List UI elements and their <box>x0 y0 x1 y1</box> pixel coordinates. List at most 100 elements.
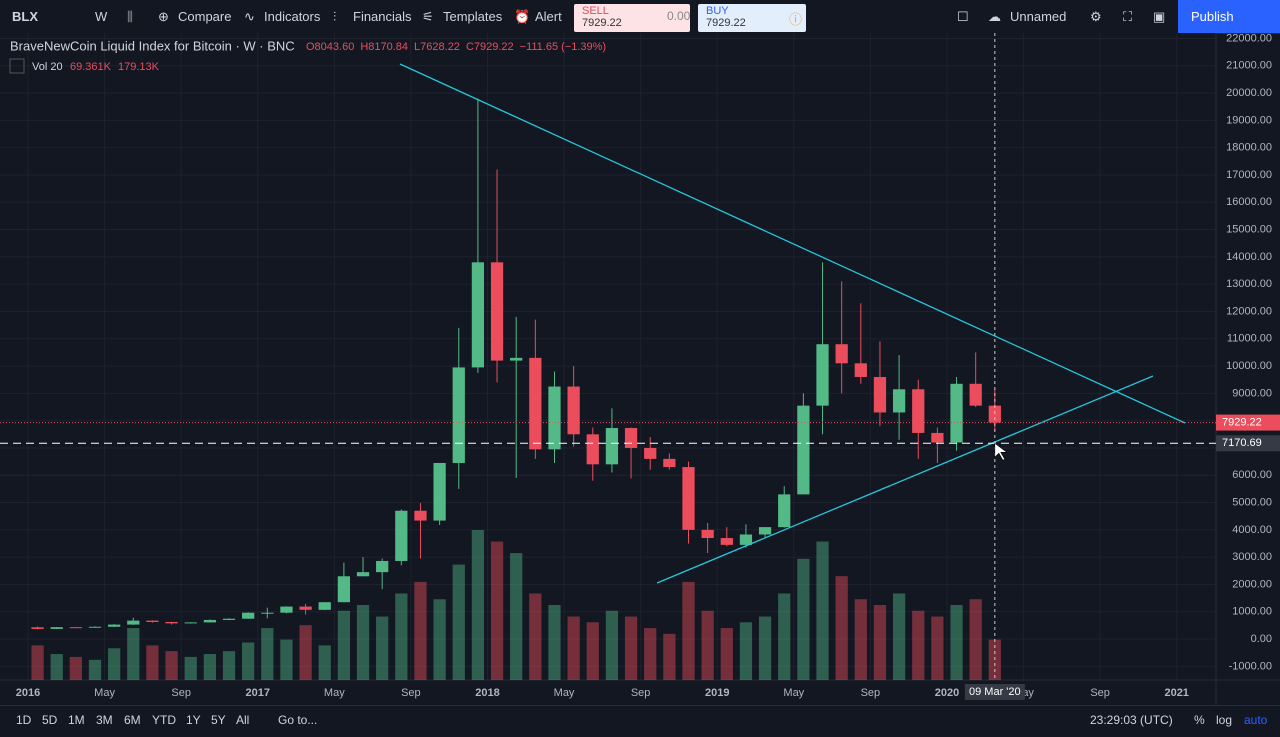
y-tick-label: 14000.00 <box>1226 251 1272 263</box>
range-button[interactable]: 3M <box>96 713 113 727</box>
sell-label: SELL <box>582 5 609 17</box>
ohlc-value: O8043.60 <box>306 41 354 53</box>
ohlc-value: −111.65 (−1.39%) <box>520 41 606 53</box>
candle-body <box>586 434 599 465</box>
volume-bar <box>395 593 408 680</box>
compare[interactable]: Compare <box>178 9 232 24</box>
financials[interactable]: Financials <box>353 9 412 24</box>
volume-bar <box>108 648 121 680</box>
volume-bar <box>605 610 619 680</box>
volume-bar <box>203 654 216 680</box>
candle-body <box>548 386 561 450</box>
x-tick-label: 2016 <box>16 687 40 699</box>
interval[interactable]: W <box>95 9 108 24</box>
volume-bar <box>797 558 810 680</box>
volume-bar <box>242 642 255 680</box>
vol-name: Vol 20 <box>32 61 63 73</box>
candle-body <box>280 606 293 613</box>
snapshot-icon[interactable]: ▣ <box>1153 9 1166 24</box>
volume-bar <box>433 599 446 680</box>
alert-icon: ⏰ <box>514 9 531 24</box>
volume-bar <box>739 622 753 680</box>
fullscreen-icon[interactable]: ⛶ <box>1123 9 1133 24</box>
candle-body <box>854 363 867 377</box>
volume-bar <box>950 605 963 680</box>
y-tick-label: 1000.00 <box>1232 606 1272 618</box>
candle-body <box>624 428 638 448</box>
volume-bar <box>912 610 925 680</box>
scale-option[interactable]: auto <box>1244 713 1268 727</box>
candle-body <box>261 612 274 614</box>
range-button[interactable]: 1D <box>16 713 32 727</box>
info-icon[interactable]: ⓘ <box>789 12 803 27</box>
candle-body <box>433 462 446 521</box>
candle-body <box>605 428 619 465</box>
scale-option[interactable]: log <box>1216 713 1233 727</box>
crosshair-date-box <box>964 684 1025 700</box>
y-tick-label: 4000.00 <box>1232 524 1272 536</box>
volume-bar <box>816 541 829 680</box>
y-tick-label: 22000.00 <box>1226 33 1272 44</box>
volume-bar <box>854 599 867 680</box>
legend-collapse[interactable] <box>9 58 25 74</box>
cloud-icon: ☁ <box>988 9 1001 24</box>
layout-name[interactable]: Unnamed <box>1010 9 1067 24</box>
volume-bar <box>490 541 504 680</box>
templates[interactable]: Templates <box>443 9 503 24</box>
range-button[interactable]: YTD <box>152 713 176 727</box>
sell-price: 7929.22 <box>582 17 622 29</box>
y-tick-label: 9000.00 <box>1232 387 1272 399</box>
y-tick-label: 6000.00 <box>1232 469 1272 481</box>
candle-body <box>510 357 523 361</box>
x-tick-label: 2019 <box>705 687 729 699</box>
legend-ohlc: O8043.60 H8170.84 L7628.22 C7929.22 −111.65 … <box>306 41 606 53</box>
candle-body <box>31 627 44 629</box>
candle-body <box>356 572 370 577</box>
volume-bar <box>356 605 370 680</box>
indicators-icon: ∿ <box>244 9 255 24</box>
alert[interactable]: Alert <box>535 9 562 24</box>
y-tick-label: 15000.00 <box>1226 223 1272 235</box>
x-tick-label: Sep <box>401 687 421 699</box>
range-button[interactable]: 1M <box>68 713 85 727</box>
volume-bar <box>586 622 599 680</box>
volume-bar <box>471 530 485 680</box>
candles <box>31 98 1001 630</box>
volume-bar <box>720 628 733 680</box>
volume-bar <box>701 610 714 680</box>
candle-body <box>490 262 504 361</box>
scale-option[interactable]: % <box>1194 713 1205 727</box>
symbol[interactable]: BLX <box>12 9 38 24</box>
sell-button[interactable]: SELL 7929.22 <box>574 4 690 32</box>
range-button[interactable]: 5Y <box>211 713 226 727</box>
settings-icon[interactable]: ⚙ <box>1090 9 1102 24</box>
candle-body <box>701 529 714 539</box>
last-price-box <box>1216 414 1280 431</box>
volume-bar <box>88 659 102 680</box>
chart-style-icon[interactable]: ⫼ <box>127 9 133 24</box>
volume-bar <box>376 616 389 680</box>
candle-body <box>682 467 695 530</box>
y-tick-label: 16000.00 <box>1226 196 1272 208</box>
volume-bar <box>931 616 944 680</box>
goto[interactable]: Go to... <box>278 713 318 727</box>
x-tick-label: May <box>324 687 345 699</box>
y-tick-label: 5000.00 <box>1232 496 1272 508</box>
y-tick-label: 18000.00 <box>1226 142 1272 154</box>
volume-bar <box>510 553 523 680</box>
compare-icon[interactable]: ⊕ <box>158 9 169 24</box>
candle-body <box>873 376 887 413</box>
spread: 0.00 <box>667 9 691 23</box>
x-tick-label: 2020 <box>935 687 959 699</box>
indicators[interactable]: Indicators <box>264 9 321 24</box>
range-button[interactable]: 1Y <box>186 713 201 727</box>
range-button[interactable]: 5D <box>42 713 58 727</box>
range-button[interactable]: All <box>236 713 250 727</box>
select-icon[interactable]: ☐ <box>957 9 969 24</box>
ohlc-value: H8170.84 <box>360 41 408 53</box>
range-button[interactable]: 6M <box>124 713 141 727</box>
buy-button[interactable]: BUY 7929.22 <box>698 4 806 32</box>
x-tick-label: May <box>94 687 115 699</box>
publish-button[interactable]: Publish <box>1178 0 1280 33</box>
